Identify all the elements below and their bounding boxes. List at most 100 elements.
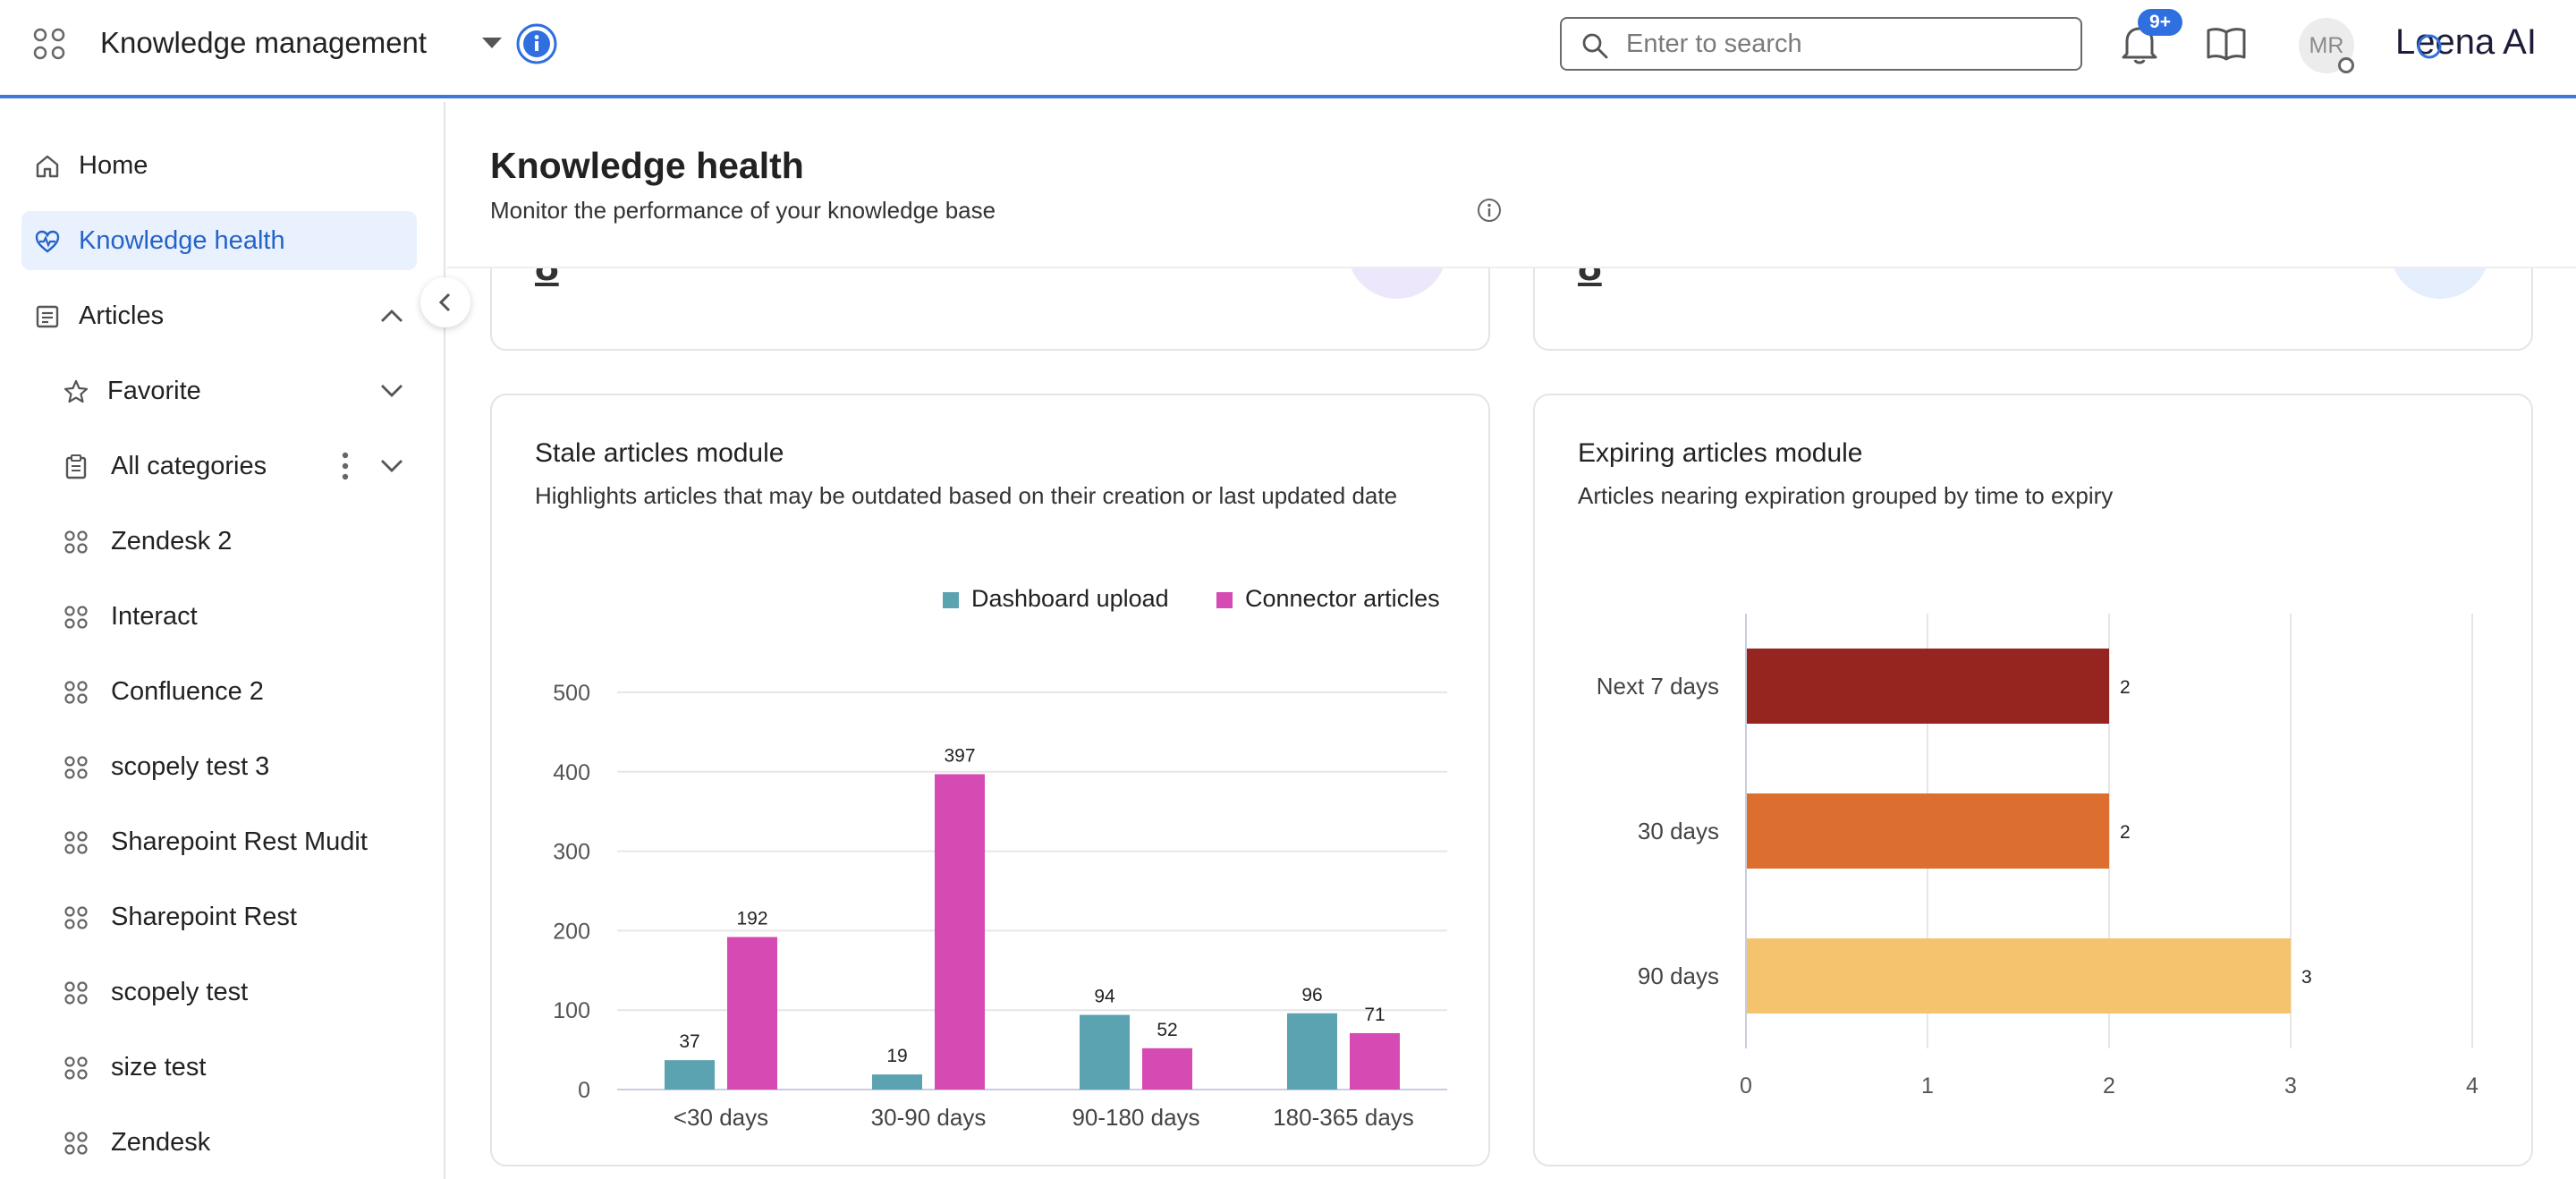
data-label: 71 (1364, 1005, 1385, 1025)
book-icon[interactable] (2206, 25, 2247, 63)
y-tick-label: 200 (553, 919, 590, 944)
connector-icon (64, 756, 88, 779)
chevron-left-icon (438, 293, 451, 312)
sidebar-item-articles[interactable]: Articles (21, 286, 417, 345)
x-tick-label: 90-180 days (1072, 1104, 1199, 1131)
data-label: 3 (2301, 967, 2312, 988)
info-icon[interactable] (515, 22, 558, 65)
sidebar-item-connector[interactable]: scopely test (21, 963, 417, 1022)
sidebar-item-all-categories[interactable]: All categories (21, 437, 417, 496)
sidebar-item-connector[interactable]: Interact (21, 587, 417, 646)
svg-text:Leena AI: Leena AI (2395, 22, 2537, 62)
y-tick-label: 500 (553, 681, 590, 706)
sidebar-item-label: Favorite (107, 377, 201, 405)
expiring-articles-chart: 0 1 2 3 4 Next 7 days 2 30 days 2 90 days 3 (1597, 614, 2479, 1098)
module-title: Stale articles module (535, 438, 784, 468)
y-tick-label: Next 7 days (1597, 673, 1719, 700)
data-label: 192 (736, 909, 767, 929)
legend-swatch (943, 592, 959, 608)
bar (1747, 649, 2109, 724)
sidebar-item-connector[interactable]: Zendesk (21, 1113, 417, 1172)
bar (1287, 1013, 1337, 1090)
sidebar-item-connector[interactable]: Sharepoint Rest Mudit (21, 812, 417, 871)
module-description: Articles nearing expiration grouped by t… (1578, 482, 2114, 509)
notification-badge: 9+ (2138, 9, 2182, 36)
data-label: 52 (1157, 1020, 1177, 1040)
chevron-down-icon[interactable] (481, 36, 503, 50)
y-tick-label: 90 days (1638, 963, 1719, 989)
connector-icon (64, 606, 88, 629)
bar (1142, 1048, 1192, 1090)
more-vertical-icon[interactable] (336, 449, 354, 483)
page-title: Knowledge health (490, 145, 804, 186)
chevron-down-icon[interactable] (379, 456, 404, 476)
bar (665, 1060, 715, 1090)
data-label: 96 (1301, 985, 1322, 1005)
articles-icon (36, 305, 59, 328)
top-bar: Knowledge management 9+ MR Leena AI (0, 0, 2576, 98)
expiring-articles-card: Expiring articles module Articles nearin… (1533, 394, 2533, 1166)
sidebar-item-connector[interactable]: Confluence 2 (21, 662, 417, 721)
search-input[interactable] (1626, 26, 2064, 62)
sidebar-item-connector[interactable]: scopely test 3 (21, 737, 417, 796)
sidebar-item-connector[interactable]: size test (21, 1038, 417, 1097)
connector-icon (64, 681, 88, 704)
sidebar-item-label: Zendesk 2 (111, 527, 233, 556)
sidebar-item-label: scopely test 3 (111, 752, 270, 781)
x-tick-label: 2 (2103, 1073, 2115, 1098)
y-tick-label: 30 days (1638, 818, 1719, 844)
bar (1350, 1032, 1400, 1090)
app-title: Knowledge management (100, 26, 428, 59)
chevron-down-icon[interactable] (379, 381, 404, 401)
sidebar: Home Knowledge health Articles Favorite (0, 102, 470, 1179)
legend-swatch (1216, 592, 1233, 608)
connector-icon (64, 981, 88, 1005)
search-box[interactable] (1560, 17, 2082, 71)
apps-grid-icon[interactable] (32, 27, 66, 61)
connector-icon (64, 831, 88, 854)
x-tick-label: 4 (2466, 1073, 2479, 1098)
sidebar-item-label: Confluence 2 (111, 677, 264, 706)
legend-label: Dashboard upload (971, 585, 1169, 612)
bar (1747, 793, 2109, 869)
heart-pulse-icon (35, 230, 60, 253)
x-tick-label: <30 days (674, 1104, 768, 1131)
bar (727, 937, 777, 1090)
sidebar-item-label: Sharepoint Rest (111, 903, 297, 931)
y-tick-label: 100 (553, 998, 590, 1023)
y-tick-label: 400 (553, 760, 590, 785)
info-icon[interactable] (1476, 197, 1503, 224)
connector-icon (64, 530, 88, 554)
sidebar-item-knowledge-health[interactable]: Knowledge health (21, 211, 417, 270)
page-subtitle: Monitor the performance of your knowledg… (490, 197, 996, 224)
connector-icon (64, 1056, 88, 1080)
sidebar-item-label: Zendesk (111, 1128, 211, 1157)
clipboard-icon (65, 454, 87, 479)
bar (935, 774, 985, 1090)
sidebar-item-label: Home (79, 151, 148, 180)
star-icon (64, 379, 89, 403)
status-dot (2338, 57, 2354, 73)
chevron-up-icon[interactable] (379, 306, 404, 326)
data-label: 37 (679, 1031, 699, 1052)
stale-articles-chart: 0 100 200 300 400 500 <30 days 37 192 30-90 days 1… (553, 681, 1447, 1131)
data-label: 94 (1094, 987, 1115, 1007)
x-tick-label: 0 (1740, 1073, 1752, 1098)
x-tick-label: 1 (1921, 1073, 1934, 1098)
x-tick-label: 30-90 days (871, 1104, 987, 1131)
y-tick-label: 0 (578, 1078, 590, 1103)
brand-logo: Leena AI (2395, 22, 2537, 62)
sidebar-item-home[interactable]: Home (21, 136, 417, 195)
sidebar-item-favorite[interactable]: Favorite (21, 361, 417, 420)
sidebar-item-label: Knowledge health (79, 226, 285, 255)
sidebar-item-connector[interactable]: Sharepoint Rest (21, 887, 417, 946)
data-label: 19 (886, 1046, 907, 1066)
x-tick-label: 3 (2284, 1073, 2297, 1098)
sidebar-item-connector[interactable]: Zendesk 2 (21, 512, 417, 571)
bar (1080, 1014, 1130, 1090)
connector-icon (64, 1132, 88, 1155)
legend-label: Connector articles (1245, 585, 1440, 612)
chart-legend: Dashboard upload Connector articles (943, 581, 1479, 617)
bar (1747, 938, 2291, 1014)
collapse-sidebar-button[interactable] (420, 277, 470, 327)
